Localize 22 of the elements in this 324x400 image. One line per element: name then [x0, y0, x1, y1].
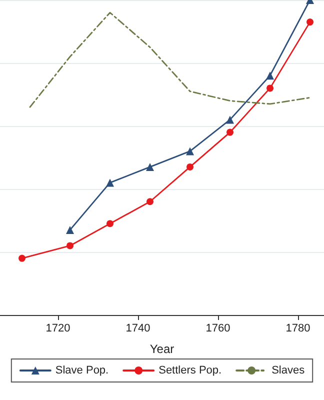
point [146, 162, 154, 171]
point [186, 163, 194, 170]
point [66, 226, 74, 234]
point [106, 220, 114, 228]
point [226, 116, 234, 124]
x-axis-title: Year [150, 342, 174, 356]
x-tick-label: 1720 [46, 322, 70, 334]
point [18, 254, 26, 262]
point [266, 84, 274, 92]
legend-label: Slave Pop. [55, 364, 109, 376]
point [106, 178, 114, 187]
point [306, 18, 314, 26]
point [226, 128, 234, 136]
point [266, 72, 274, 80]
point [186, 147, 194, 156]
x-tick-label: 1780 [286, 322, 310, 334]
legend-label: Settlers Pop. [158, 364, 222, 376]
point [66, 242, 74, 250]
point [146, 198, 154, 206]
x-tick-label: 1740 [126, 322, 150, 334]
legend-label: Slaves [272, 364, 306, 376]
x-tick-label: 1760 [206, 322, 230, 334]
